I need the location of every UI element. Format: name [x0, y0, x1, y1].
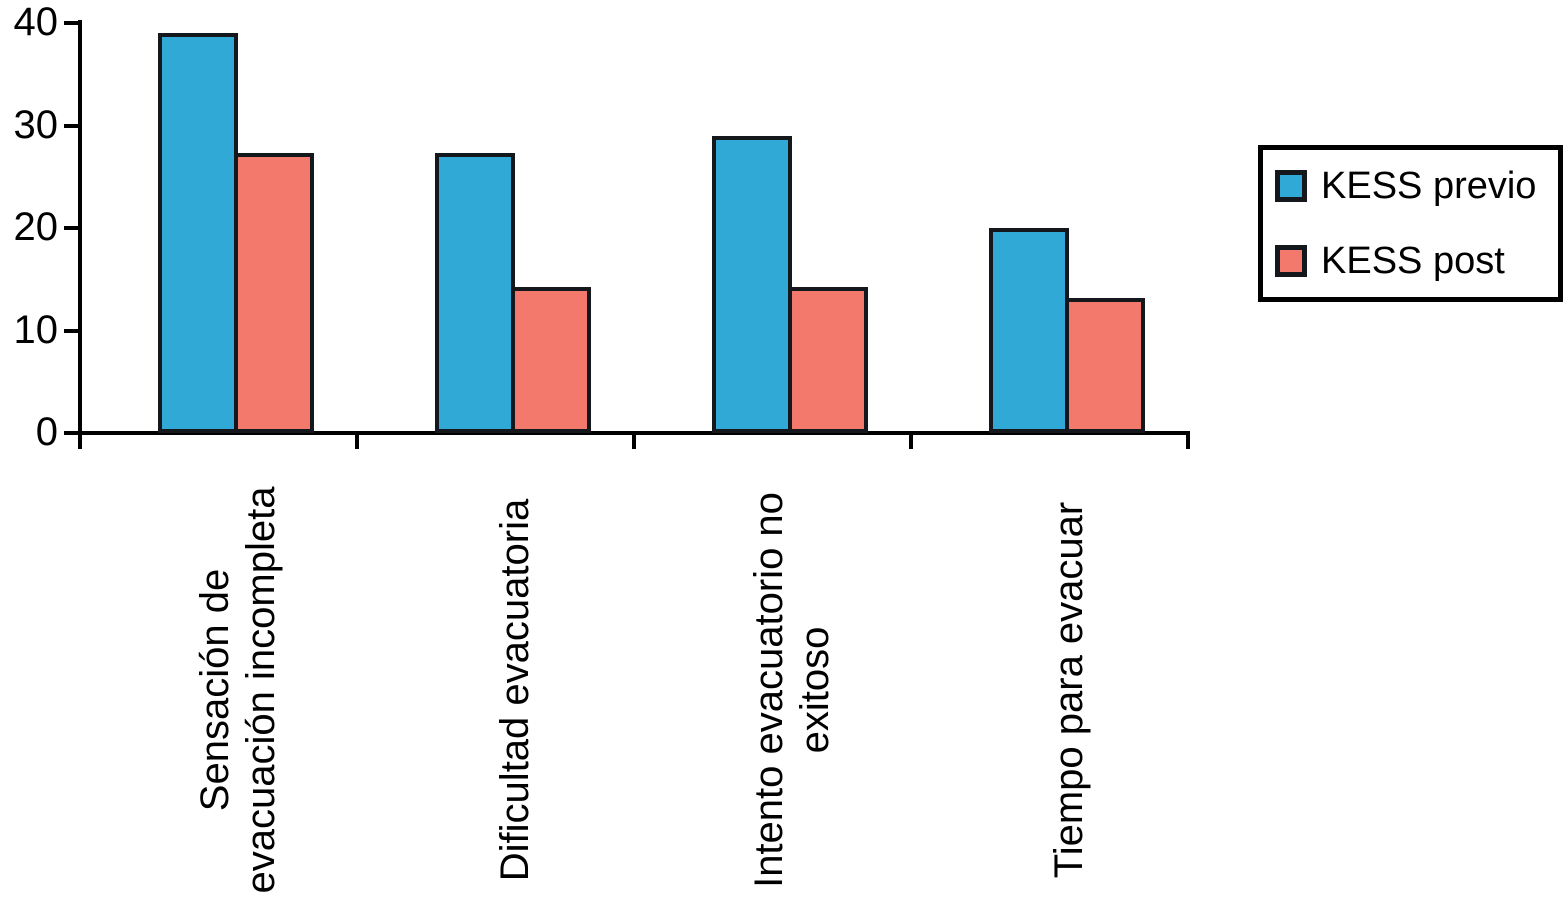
bar-kess-previo-0 [158, 33, 238, 433]
legend: KESS previo KESS post [1258, 145, 1563, 302]
x-tick-3 [909, 433, 913, 449]
legend-label-kess-post: KESS post [1321, 239, 1505, 282]
bar-kess-previo-3 [989, 228, 1069, 433]
x-tick-1 [355, 433, 359, 449]
category-label-3: Tiempo para evacuar [1047, 501, 1091, 879]
category-label-1: Dificultad evacuatoria [493, 498, 537, 882]
legend-label-kess-previo: KESS previo [1321, 164, 1537, 207]
x-tick-2 [632, 433, 636, 449]
legend-item-kess-post: KESS post [1275, 240, 1558, 283]
legend-swatch-kess-post [1275, 245, 1307, 277]
bar-kess-previo-2 [712, 136, 792, 433]
y-tick-label-40: 40 [13, 0, 59, 44]
legend-item-kess-previo: KESS previo [1275, 165, 1558, 208]
y-tick-label-30: 30 [13, 102, 59, 147]
y-tick-label-20: 20 [13, 205, 59, 249]
x-tick-4 [1186, 433, 1190, 449]
legend-swatch-kess-previo [1275, 170, 1307, 202]
y-tick-label-0: 0 [35, 410, 58, 454]
y-tick-40 [64, 21, 80, 25]
y-tick-20 [64, 226, 80, 230]
bar-kess-post-0 [234, 153, 314, 433]
y-axis-line [78, 20, 82, 435]
category-label-2: Intento evacuatorio no exitoso [747, 492, 837, 888]
category-label-0: Sensación de evacuación incompleta [193, 486, 283, 894]
x-tick-0 [78, 433, 82, 449]
y-tick-30 [64, 123, 80, 128]
bar-kess-post-3 [1065, 298, 1145, 433]
y-tick-label-10: 10 [13, 307, 59, 352]
y-tick-0 [64, 431, 80, 435]
y-tick-10 [64, 328, 80, 333]
bar-kess-previo-1 [435, 153, 515, 433]
bar-kess-post-1 [511, 287, 591, 433]
bar-kess-post-2 [788, 287, 868, 433]
